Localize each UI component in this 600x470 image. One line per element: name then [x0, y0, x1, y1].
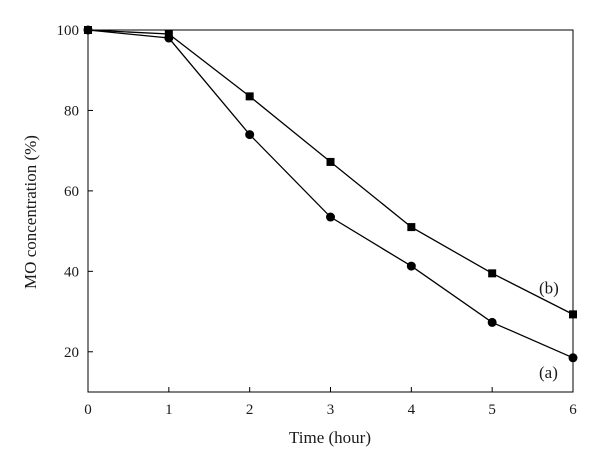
data-point-a [326, 212, 335, 222]
data-point-b [245, 92, 254, 101]
x-tick-label: 1 [165, 402, 173, 418]
plot-frame [87, 29, 574, 393]
axis-ticks: 0 1 2 3 4 5 6 20 40 60 80 100 [57, 23, 578, 418]
data-point-a [568, 353, 578, 363]
series-label-b: (b) [539, 278, 559, 297]
x-tick-label: 0 [84, 402, 92, 418]
data-point-b [488, 269, 497, 278]
y-axis-title: MO concentration (%) [21, 135, 40, 289]
data-point-b [407, 223, 416, 232]
y-tick-label: 100 [57, 23, 80, 39]
x-tick-label: 4 [408, 402, 416, 418]
x-tick-label: 5 [488, 402, 496, 418]
y-tick-label: 40 [64, 264, 79, 280]
x-tick-label: 3 [327, 402, 335, 418]
data-point-b [569, 310, 577, 319]
series-label-a: (a) [539, 363, 558, 382]
x-tick-label: 2 [246, 402, 254, 418]
series-line-b [87, 29, 574, 315]
series-line-a [87, 29, 574, 359]
data-point-b [326, 157, 335, 166]
x-tick-label: 6 [569, 402, 577, 418]
y-tick-label: 60 [64, 184, 79, 200]
x-axis-title: Time (hour) [289, 428, 371, 447]
data-point-a [487, 317, 497, 327]
data-point-a [406, 261, 416, 271]
y-tick-label: 20 [64, 345, 79, 361]
data-point-b [84, 26, 92, 34]
data-point-b [164, 30, 173, 39]
y-tick-label: 80 [64, 103, 79, 119]
data-point-a [245, 130, 255, 140]
series-group: (a) (b) [83, 25, 578, 382]
